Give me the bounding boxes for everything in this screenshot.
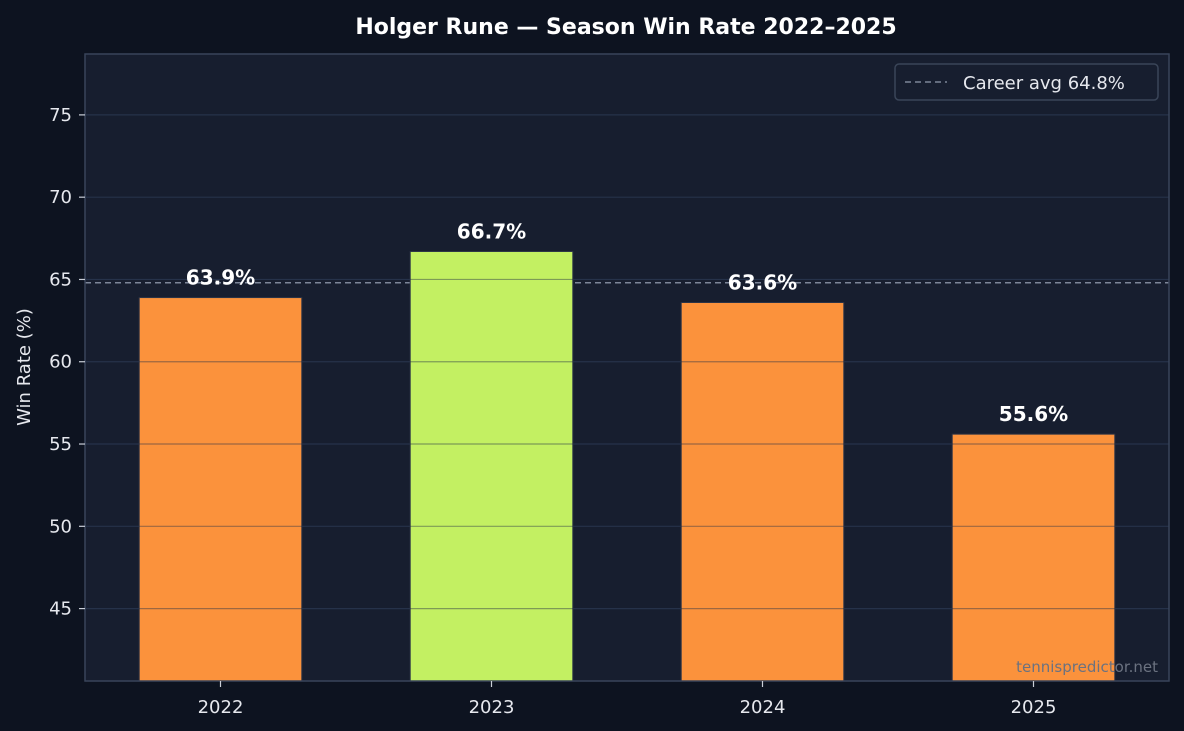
watermark: tennispredictor.net (1016, 658, 1158, 676)
bar-value-label: 66.7% (457, 219, 526, 243)
x-tick-label: 2025 (1011, 697, 1057, 718)
bar-value-label: 55.6% (999, 402, 1068, 426)
y-axis-ticks: 45 50 55 60 65 70 75 (49, 105, 85, 620)
bar-2025 (951, 433, 1116, 682)
bar-2024 (680, 301, 845, 682)
x-tick-label: 2024 (740, 697, 786, 718)
y-tick-label: 70 (49, 187, 72, 208)
x-tick-label: 2023 (469, 697, 515, 718)
legend-entry-career-avg: Career avg 64.8% (963, 73, 1125, 94)
y-axis-label: Win Rate (%) (14, 308, 35, 426)
plot-frame (84, 53, 1170, 682)
bar-value-label: 63.9% (186, 266, 255, 290)
y-tick-label: 55 (49, 434, 72, 455)
y-tick-label: 75 (49, 105, 72, 126)
bar-2022 (138, 297, 303, 682)
bars (138, 250, 1116, 682)
bar-2023 (409, 250, 574, 682)
y-tick-label: 50 (49, 516, 72, 537)
bar-value-labels: 63.9% 66.7% 63.6% 55.6% (186, 219, 1068, 426)
legend: Career avg 64.8% (894, 63, 1159, 101)
y-tick-label: 60 (49, 352, 72, 373)
y-tick-label: 65 (49, 269, 72, 290)
x-tick-label: 2022 (198, 697, 244, 718)
chart-title: Holger Rune — Season Win Rate 2022–2025 (355, 15, 896, 40)
y-tick-label: 45 (49, 599, 72, 620)
x-axis-ticks: 2022 2023 2024 2025 (198, 681, 1057, 718)
legend-box (894, 63, 1159, 101)
bar-value-label: 63.6% (728, 270, 797, 294)
